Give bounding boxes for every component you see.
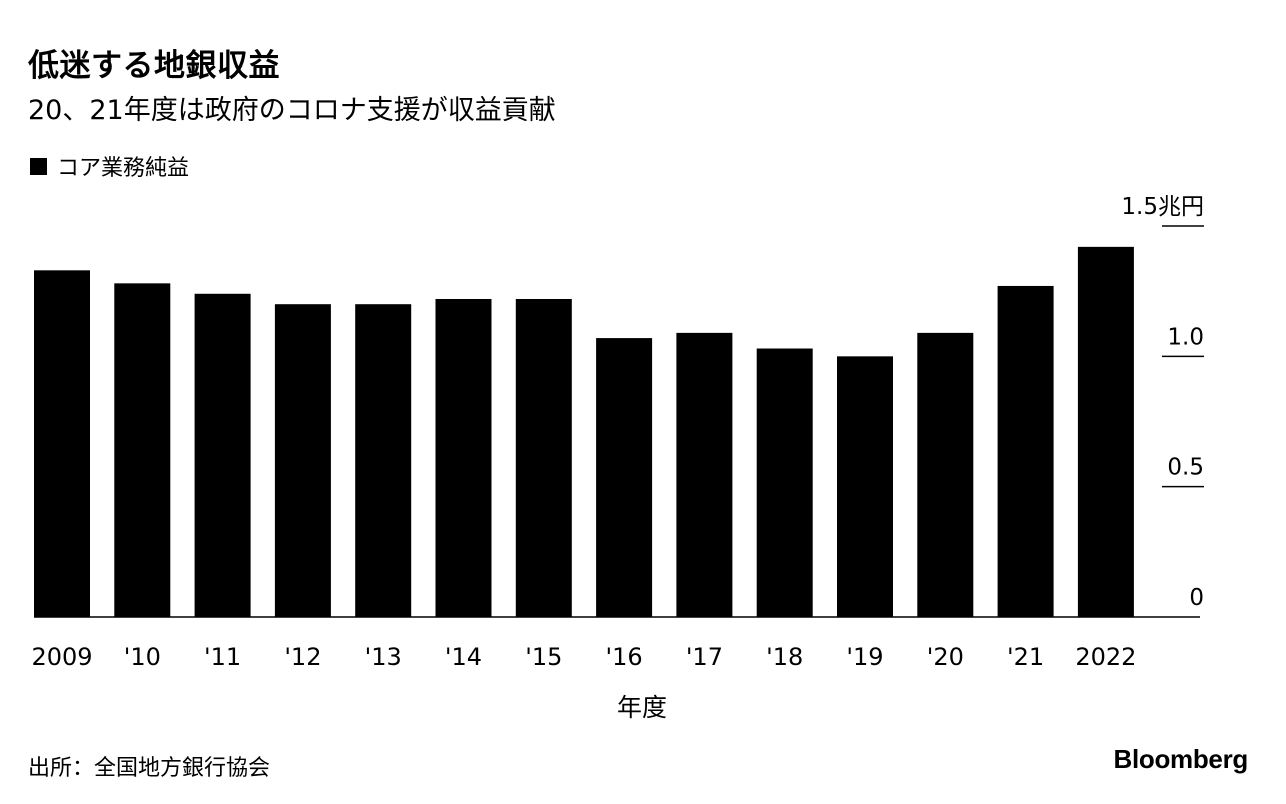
x-tick-label: '21: [1007, 643, 1044, 671]
bar-2009: [34, 270, 90, 617]
y-axis: 0 0.5 1.0 1.5兆円: [1121, 194, 1204, 611]
bar-14: [435, 298, 492, 617]
bars-group: [34, 246, 1134, 617]
chart-title: 低迷する地銀収益: [28, 48, 280, 84]
x-axis-title: 年度: [617, 693, 667, 722]
x-tick-label: '18: [766, 643, 803, 671]
chart-subtitle: 20、21年度は政府のコロナ支援が収益貢献: [28, 95, 556, 126]
bar-16: [596, 338, 653, 617]
x-tick-label: '16: [606, 643, 643, 671]
x-tick-label: '20: [927, 643, 964, 671]
x-tick-label: '11: [204, 643, 241, 671]
bar-21: [997, 285, 1054, 617]
bar-13: [355, 304, 412, 617]
source-note: 出所：全国地方銀行協会: [28, 756, 271, 781]
x-tick-label: '14: [445, 643, 482, 671]
bar-2022: [1077, 246, 1134, 617]
bar-19: [837, 356, 893, 617]
bar-18: [756, 348, 813, 617]
legend-label: コア業務純益: [57, 156, 190, 181]
bar-11: [194, 293, 251, 617]
bar-12: [274, 304, 331, 617]
x-tick-label: '12: [284, 643, 321, 671]
x-tick-label: '13: [365, 643, 402, 671]
x-tick-label: 2022: [1075, 643, 1136, 671]
y-tick-label: 0: [1189, 585, 1204, 611]
bar-20: [917, 332, 974, 617]
x-tick-label: '10: [124, 643, 161, 671]
bar-17: [676, 332, 733, 617]
bloomberg-logo: Bloomberg: [1113, 744, 1248, 774]
legend: コア業務純益: [30, 150, 189, 182]
x-tick-label: 2009: [31, 643, 92, 671]
y-tick-label: 1.0: [1167, 324, 1204, 350]
y-tick-label: 0.5: [1167, 455, 1204, 481]
x-tick-label: '15: [525, 643, 562, 671]
y-tick-label: 1.5兆円: [1121, 194, 1204, 220]
x-axis: 2009 '10 '11 '12 '13 '14 '15 '16 '17 '18 '19 '20 '21…: [31, 643, 1136, 671]
legend-swatch: [30, 157, 47, 175]
x-tick-label: '19: [846, 643, 883, 671]
bar-10: [114, 283, 171, 617]
x-tick-label: '17: [686, 643, 723, 671]
bar-15: [515, 298, 572, 617]
